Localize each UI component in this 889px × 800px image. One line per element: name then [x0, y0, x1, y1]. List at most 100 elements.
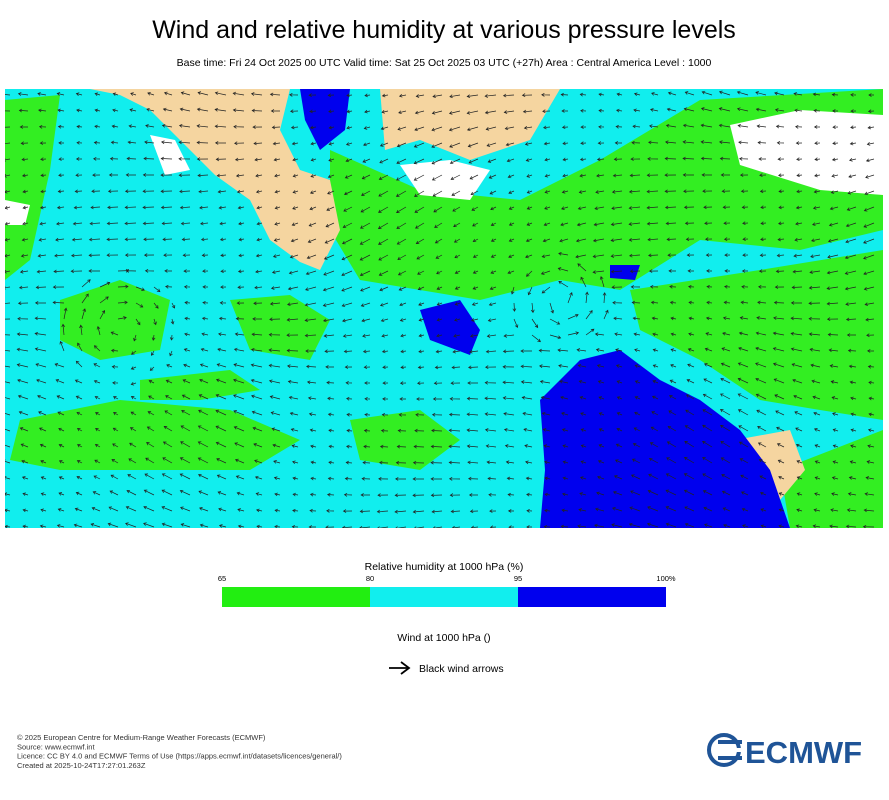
wind-arrow — [219, 221, 227, 226]
wind-arrow — [93, 379, 101, 384]
wind-arrow — [451, 365, 461, 370]
wind-arrow — [796, 173, 803, 178]
wind-arrow — [214, 107, 227, 112]
wind-arrow — [131, 350, 137, 355]
wind-arrow — [269, 92, 281, 97]
wind-arrow — [417, 270, 425, 275]
wind-arrow — [562, 476, 569, 481]
wind-arrow — [178, 140, 191, 145]
wind-arrow — [541, 92, 551, 97]
wind-arrow — [19, 125, 28, 129]
wind-arrow — [135, 318, 141, 326]
wind-arrow — [289, 411, 299, 416]
wind-arrow — [832, 444, 839, 448]
wind-arrow — [109, 156, 119, 161]
wind-arrow — [196, 124, 209, 128]
wind-arrow — [742, 237, 749, 242]
wind-arrow — [504, 126, 515, 131]
wind-arrow — [289, 92, 299, 97]
wind-arrow — [773, 316, 785, 320]
wind-arrow — [829, 524, 839, 528]
wind-arrow — [232, 108, 245, 112]
wind-arrow — [812, 395, 821, 400]
wind-arrow — [413, 444, 425, 449]
title: Wind and relative humidity at various pr… — [152, 16, 736, 44]
wind-arrow — [344, 476, 353, 481]
wind-arrow — [541, 411, 551, 416]
wind-arrow — [665, 506, 677, 512]
wind-arrow — [742, 221, 749, 226]
wind-arrow — [810, 363, 821, 368]
wind-arrow — [94, 124, 101, 129]
wind-arrow — [667, 253, 677, 258]
wind-legend-title: Wind at 1000 hPa () — [397, 632, 490, 644]
wind-arrow — [812, 222, 821, 226]
wind-arrow — [778, 221, 785, 226]
wind-arrow — [233, 124, 245, 129]
wind-arrow — [126, 489, 137, 496]
wind-arrow — [218, 507, 227, 512]
wind-arrow — [615, 364, 623, 368]
wind-arrow — [559, 379, 569, 384]
wind-arrow — [161, 489, 173, 496]
wind-arrow — [360, 222, 371, 229]
wind-arrow — [505, 460, 515, 465]
wind-arrow — [92, 491, 101, 496]
wind-arrow — [562, 157, 569, 162]
wind-arrow — [233, 410, 245, 416]
wind-arrow — [272, 254, 281, 258]
wind-arrow — [595, 348, 605, 352]
wind-arrow — [76, 124, 83, 129]
wind-arrow — [431, 142, 443, 148]
wind-arrow — [629, 173, 641, 178]
wind-arrow — [867, 364, 875, 369]
wind-arrow — [826, 317, 839, 322]
wind-arrow — [665, 522, 677, 528]
wind-arrow — [706, 300, 713, 305]
wind-arrow — [55, 379, 65, 384]
wind-arrow — [164, 269, 173, 273]
wind-arrow — [361, 318, 371, 323]
wind-arrow — [683, 205, 695, 210]
wind-arrow — [395, 460, 407, 465]
wind-arrow — [75, 92, 83, 96]
wind-arrow — [39, 141, 47, 145]
wind-arrow — [163, 426, 173, 432]
wind-arrow — [846, 508, 857, 512]
wind-arrow — [344, 174, 353, 179]
wind-arrow — [5, 428, 11, 432]
wind-arrow — [616, 396, 623, 400]
wind-arrow — [306, 364, 317, 369]
wind-arrow — [738, 425, 749, 432]
wind-arrow — [775, 124, 785, 129]
wind-arrow — [628, 206, 641, 210]
wind-arrow — [685, 394, 695, 400]
wind-arrow — [58, 444, 65, 448]
wind-arrow — [723, 237, 731, 242]
wind-arrow — [184, 316, 191, 321]
wind-arrow — [5, 302, 11, 304]
wind-arrow — [826, 301, 839, 306]
wind-arrow — [432, 94, 443, 99]
wind-arrow — [56, 92, 65, 96]
wind-arrow — [525, 158, 533, 162]
wind-arrow — [850, 444, 857, 448]
wind-arrow — [722, 507, 731, 512]
wind-arrow — [508, 206, 515, 210]
wind-arrow — [124, 221, 137, 226]
wind-arrow — [197, 473, 209, 480]
wind-arrow — [849, 460, 857, 464]
wind-arrow — [323, 318, 335, 323]
wind-arrow — [233, 394, 245, 400]
wind-arrow — [324, 238, 335, 244]
wind-arrow — [308, 412, 317, 417]
wind-arrow — [345, 380, 353, 385]
wind-arrow — [183, 348, 191, 352]
wind-arrow — [237, 524, 245, 528]
wind-arrow — [359, 254, 371, 261]
wind-arrow — [197, 425, 209, 432]
wind-arrow — [596, 364, 605, 368]
wind-arrow — [236, 301, 245, 305]
wind-arrow — [37, 253, 47, 258]
wind-arrow — [124, 253, 137, 257]
